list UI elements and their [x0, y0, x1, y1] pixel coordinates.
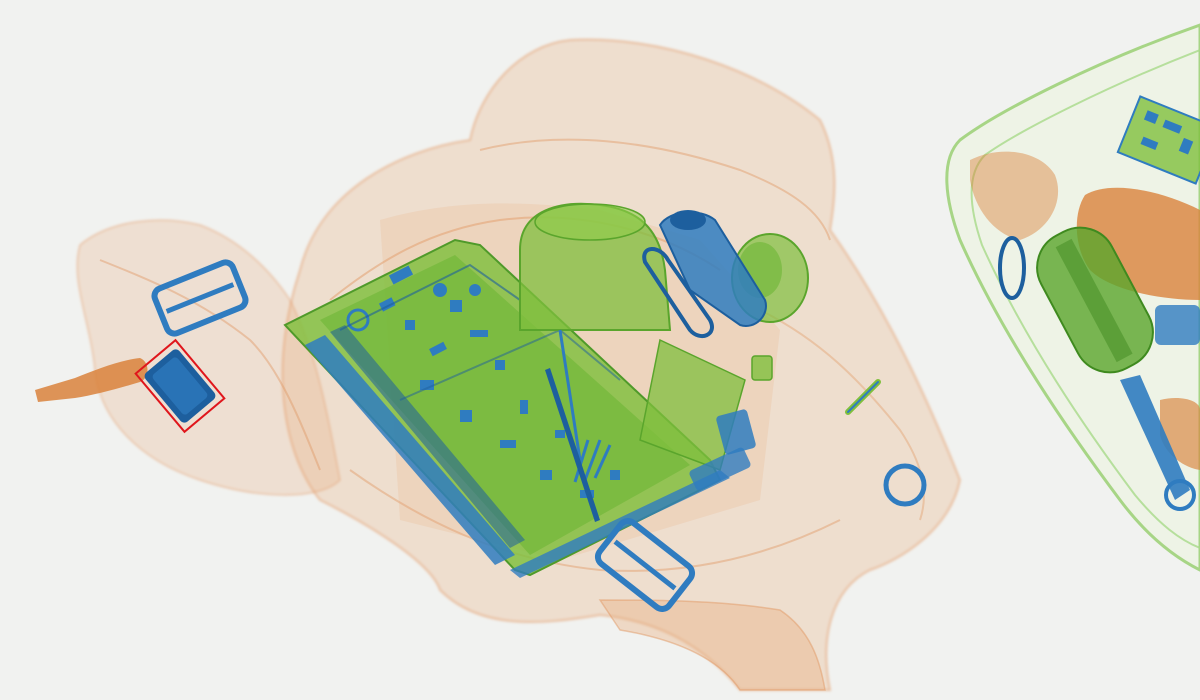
left-strap-cloth — [76, 219, 341, 496]
battery-pack — [305, 325, 525, 565]
green-bowl — [519, 202, 672, 331]
bag-fold-4 — [479, 138, 831, 241]
small-green-part — [751, 355, 773, 381]
detection-box[interactable] — [134, 338, 226, 434]
suitcase-green-bottle — [1036, 226, 1154, 374]
bag-outer-cloth — [281, 38, 962, 691]
suitcase-circuit — [1116, 95, 1200, 185]
circuit-trace-1 — [339, 263, 521, 331]
suitcase-organic-patch — [970, 151, 1059, 240]
suitcase-wheel — [998, 236, 1026, 300]
ring — [883, 463, 927, 507]
blue-bottle — [658, 210, 767, 327]
small-pen — [845, 379, 881, 415]
suitcase-blue-tool — [1120, 375, 1196, 511]
detected-item[interactable] — [134, 338, 226, 434]
laptop-circuit-board — [283, 238, 730, 578]
bag-fold-1 — [329, 216, 721, 301]
bag-fold-2 — [349, 469, 841, 572]
blue-cable-cluster — [689, 409, 756, 491]
suitcase-inner-edge — [970, 49, 1200, 549]
buckle-left — [151, 259, 249, 337]
left-strap — [35, 219, 341, 496]
long-utensil — [545, 368, 600, 522]
suitcase-blue-part — [1155, 305, 1200, 345]
carabiner-clip — [642, 247, 714, 339]
buckle-bottom — [594, 518, 696, 612]
left-strap-fold — [99, 259, 321, 471]
bag-strap-bottom — [598, 599, 826, 691]
fork — [558, 329, 612, 483]
detected-object-highlight — [152, 357, 208, 415]
organic-tube — [35, 358, 148, 402]
right-suitcase — [945, 23, 1200, 572]
